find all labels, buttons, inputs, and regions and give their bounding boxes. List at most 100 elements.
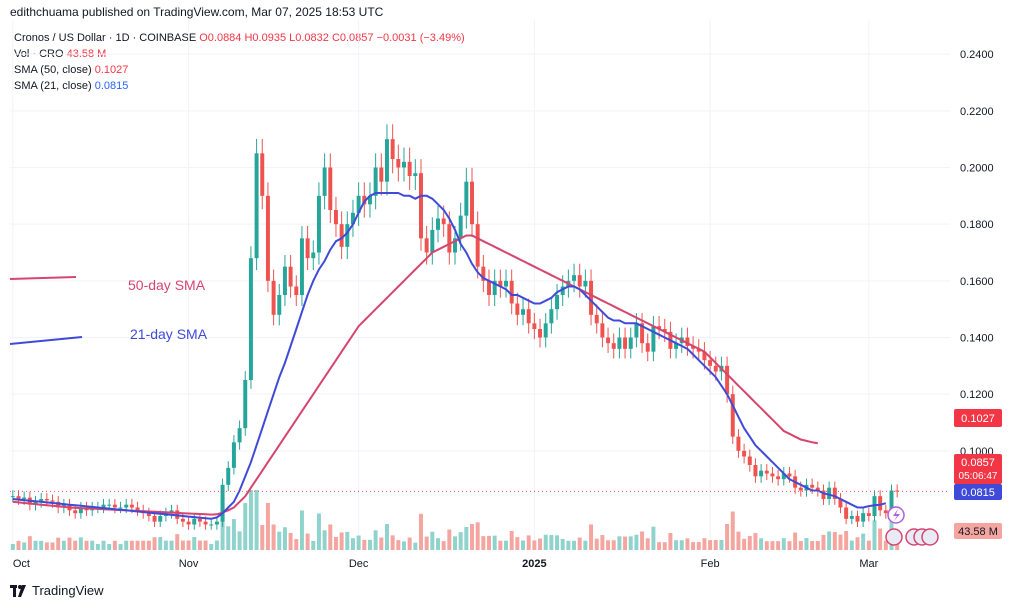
volume-bar-30 bbox=[180, 540, 185, 550]
volume-bar-6 bbox=[44, 542, 49, 550]
volume-bar-136 bbox=[781, 538, 786, 550]
volume-bar-87 bbox=[504, 540, 509, 550]
volume-bar-119 bbox=[685, 538, 690, 550]
volume-bar-89 bbox=[515, 537, 520, 550]
candle-body-136 bbox=[781, 473, 786, 480]
volume-bar-106 bbox=[611, 540, 616, 550]
candle-body-150 bbox=[861, 513, 866, 522]
flag-icon[interactable] bbox=[885, 528, 903, 546]
candle-body-46 bbox=[271, 280, 276, 315]
candle-body-89 bbox=[515, 303, 520, 315]
candle-body-26 bbox=[158, 516, 163, 522]
candle-body-20 bbox=[124, 504, 129, 508]
candle-body-2 bbox=[22, 497, 27, 499]
candle-body-144 bbox=[827, 487, 832, 499]
footer-brand[interactable]: TradingView bbox=[10, 583, 104, 598]
volume-bar-137 bbox=[787, 541, 792, 550]
volume-bar-20 bbox=[124, 540, 129, 550]
candle-body-146 bbox=[838, 499, 843, 508]
symbol-title[interactable]: Cronos / US Dollar · 1D · COINBASE bbox=[14, 32, 197, 44]
volume-bar-32 bbox=[192, 536, 197, 550]
volume-bar-61 bbox=[356, 535, 361, 550]
sma21-value: 0.0815 bbox=[94, 80, 129, 92]
candle-body-50 bbox=[294, 286, 299, 295]
price-tick-label-0: 0.2400 bbox=[960, 49, 994, 61]
volume-bar-139 bbox=[798, 541, 803, 550]
candle-body-149 bbox=[855, 516, 860, 522]
sma21-tag-text: 0.0815 bbox=[961, 487, 995, 499]
volume-bar-83 bbox=[481, 536, 486, 550]
price-tick-label-2: 0.2000 bbox=[960, 163, 994, 175]
volume-bar-130 bbox=[747, 536, 752, 550]
legend-sma50-row: SMA (50, close) 0.1027 bbox=[14, 62, 465, 78]
candle-body-101 bbox=[583, 280, 588, 287]
price-chart[interactable]: 50-day SMA 21-day SMA 0.2400 0.2200 0.2000… bbox=[0, 0, 1024, 580]
sma21-line bbox=[12, 192, 887, 520]
candle-body-8 bbox=[56, 501, 61, 508]
candle-body-82 bbox=[475, 224, 480, 267]
volume-bar-65 bbox=[379, 537, 384, 550]
volume-bar-97 bbox=[560, 538, 565, 550]
candle-body-139 bbox=[798, 487, 803, 491]
sma21-annotation: 21-day SMA bbox=[130, 326, 208, 342]
flag-icon-4[interactable] bbox=[921, 528, 939, 546]
volume-bar-94 bbox=[543, 534, 548, 550]
candle-body-94 bbox=[543, 323, 548, 338]
candle-body-127 bbox=[730, 394, 735, 437]
candle-body-7 bbox=[50, 500, 55, 502]
event-icons[interactable] bbox=[885, 506, 939, 546]
candle-body-71 bbox=[413, 173, 418, 176]
candle-body-88 bbox=[509, 280, 514, 304]
volume-bar-88 bbox=[509, 531, 514, 550]
candle-body-85 bbox=[492, 280, 497, 295]
candle-body-47 bbox=[277, 295, 282, 315]
volume-bar-49 bbox=[288, 532, 293, 550]
candle-body-49 bbox=[288, 266, 293, 287]
candle-body-121 bbox=[696, 348, 701, 352]
volume-bar-46 bbox=[271, 524, 276, 550]
sma21-label[interactable]: SMA (21, close) bbox=[14, 80, 92, 92]
volume-bar-138 bbox=[793, 532, 798, 550]
volume-bar-146 bbox=[838, 534, 843, 550]
volume-bar-117 bbox=[674, 540, 679, 550]
candle-body-110 bbox=[634, 323, 639, 338]
volume-bar-55 bbox=[322, 530, 327, 550]
volume-bar-140 bbox=[804, 537, 809, 550]
volume-bar-91 bbox=[526, 535, 531, 550]
candle-body-51 bbox=[299, 238, 304, 295]
time-axis[interactable]: Oct Nov Dec 2025 Feb Mar bbox=[13, 558, 879, 570]
candle-body-53 bbox=[311, 252, 316, 259]
candle-body-22 bbox=[135, 507, 140, 511]
candle-body-64 bbox=[373, 167, 378, 196]
volume-bar-19 bbox=[118, 544, 123, 550]
candle-body-86 bbox=[498, 280, 503, 287]
volume-bar-36 bbox=[214, 540, 219, 550]
close-tag-text: 0.0857 bbox=[961, 457, 995, 469]
volume-bar-42 bbox=[248, 490, 253, 550]
time-tick-label-5: Mar bbox=[859, 558, 878, 570]
volume-bar-135 bbox=[776, 541, 781, 550]
volume-bar-71 bbox=[413, 542, 418, 550]
sma50-label[interactable]: SMA (50, close) bbox=[14, 64, 92, 76]
volume-bar-66 bbox=[384, 524, 389, 550]
candle-body-43 bbox=[254, 153, 259, 259]
candle-body-40 bbox=[237, 428, 242, 443]
volume-bar-101 bbox=[583, 540, 588, 550]
volume-bar-70 bbox=[407, 537, 412, 550]
candle-body-147 bbox=[844, 507, 849, 519]
candle-body-41 bbox=[243, 380, 248, 429]
candle-body-66 bbox=[384, 139, 389, 182]
candle-body-31 bbox=[186, 521, 191, 525]
candle-body-135 bbox=[776, 476, 781, 480]
candle-body-84 bbox=[487, 280, 491, 295]
candle-body-123 bbox=[708, 360, 713, 366]
price-axis[interactable]: 0.2400 0.2200 0.2000 0.1800 0.1600 0.1400 0.12… bbox=[960, 49, 994, 458]
candle-body-80 bbox=[464, 181, 469, 216]
volume-bar-105 bbox=[606, 540, 611, 550]
volume-bar-149 bbox=[855, 537, 860, 550]
candle-body-137 bbox=[787, 473, 792, 477]
candle-body-21 bbox=[129, 504, 134, 508]
countdown-tag-text: 05:06:47 bbox=[959, 471, 998, 482]
volume-bar-2 bbox=[22, 542, 27, 550]
lightning-glyph bbox=[893, 509, 900, 521]
